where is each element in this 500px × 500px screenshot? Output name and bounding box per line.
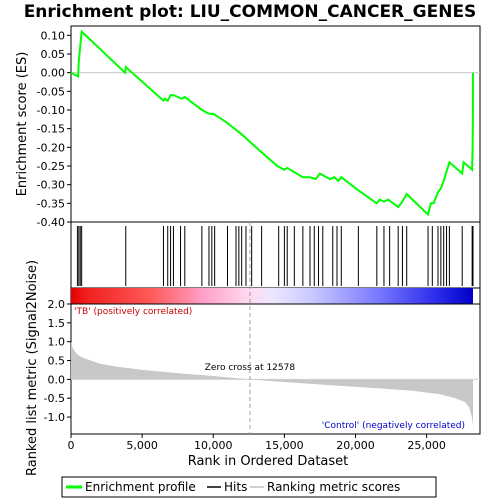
- rank-x-axis-label: Rank in Ordered Dataset: [188, 454, 349, 469]
- positive-correlation-label: 'TB' (positively correlated): [74, 307, 192, 317]
- rank-x-tick-label: 15,000: [265, 439, 304, 452]
- rank-y-tick-label: -1.0: [44, 411, 65, 424]
- es-y-tick-label: -0.20: [37, 141, 65, 154]
- hits-panel: [70, 221, 481, 289]
- es-y-tick-label: -0.10: [37, 104, 65, 117]
- rank-y-axis-label: Ranked list metric (Signal2Noise): [25, 260, 40, 476]
- rank-y-tick-label: 2.0: [48, 298, 66, 311]
- legend-label-hits: Hits: [224, 480, 247, 494]
- legend-label-metric: Ranking metric scores: [267, 480, 400, 494]
- rank-x-ticks: 0 5,000 10,000 15,000 20,000 25,000: [68, 434, 446, 452]
- rank-x-tick-label: 0: [68, 439, 75, 452]
- rank-y-tick-label: 1.0: [48, 336, 66, 349]
- es-y-tick-label: 0.10: [41, 29, 66, 42]
- rank-x-tick-label: 10,000: [194, 439, 233, 452]
- rank-y-ticks: 2.0 1.5 1.0 0.5 0.0 -0.5 -1.0: [44, 298, 71, 424]
- es-y-tick-label: -0.40: [37, 216, 65, 229]
- rank-y-tick-label: 1.5: [48, 317, 66, 330]
- es-y-tick-label: -0.05: [37, 85, 65, 98]
- rank-gradient-fill: [71, 288, 473, 304]
- es-y-tick-label: -0.15: [37, 123, 65, 136]
- rank-y-tick-label: -0.5: [44, 392, 65, 405]
- es-y-axis-label: Enrichment score (ES): [15, 52, 30, 197]
- ranking-metric-area: [71, 341, 473, 425]
- rank-x-tick-label: 20,000: [336, 439, 375, 452]
- rank-x-tick-label: 25,000: [407, 439, 446, 452]
- es-y-tick-label: 0.05: [41, 48, 66, 61]
- enrichment-profile-line: [70, 29, 474, 217]
- rank-plot-area: [70, 303, 481, 435]
- hits-area: [70, 221, 481, 289]
- legend-box: [61, 476, 437, 498]
- chart-title: Enrichment plot: LIU_COMMON_CANCER_GENES: [24, 2, 477, 22]
- rank-y-tick-label: 0.0: [48, 373, 66, 386]
- ranked-metric-panel: Zero cross at 12578 'TB' (positively cor…: [25, 222, 481, 476]
- chart-legend: Enrichment profile Hits Ranking metric s…: [61, 476, 437, 498]
- es-y-tick-label: -0.30: [37, 179, 65, 192]
- es-y-tick-label: 0.00: [41, 67, 66, 80]
- es-panel: 0.10 0.05 0.00 -0.05 -0.10 -0.15 -0.20 -0.25 -0.…: [15, 25, 481, 229]
- zero-cross-label: Zero cross at 12578: [205, 363, 296, 373]
- hit-markers: [76, 226, 474, 286]
- es-y-tick-label: -0.35: [37, 197, 65, 210]
- es-plot-area: [70, 25, 481, 223]
- rank-color-bar: [70, 287, 481, 305]
- es-y-tick-label: -0.25: [37, 160, 65, 173]
- rank-y-tick-label: 0.5: [48, 355, 66, 368]
- negative-correlation-label: 'Control' (negatively correlated): [322, 421, 465, 431]
- rank-x-tick-label: 5,000: [126, 439, 158, 452]
- legend-label-enrichment: Enrichment profile: [85, 480, 196, 494]
- es-y-ticks: 0.10 0.05 0.00 -0.05 -0.10 -0.15 -0.20 -0.25 -0.…: [37, 29, 71, 229]
